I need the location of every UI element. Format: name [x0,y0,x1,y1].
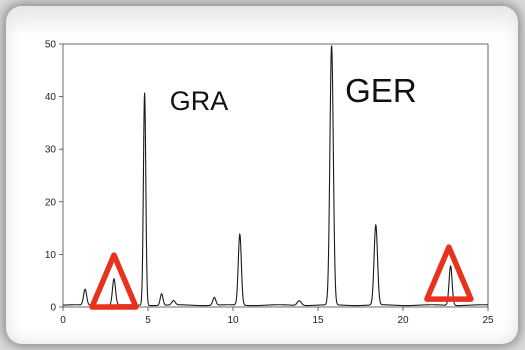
plot-area-border [62,43,489,308]
y-tick-label: 0 [50,303,56,314]
y-tick-label: 20 [45,197,57,208]
peak-label-ger: GER [345,72,417,109]
red-triangle-marker [89,252,139,310]
peak-labels: GRA GER [170,72,417,116]
x-tick-label: 5 [145,315,151,326]
x-tick-label: 0 [60,315,66,326]
y-tick-label: 10 [45,250,57,261]
chromatogram-trace [62,45,489,307]
y-tick-label: 30 [45,145,57,156]
y-tick-label: 50 [45,40,57,51]
axes [59,43,489,311]
peak-label-gra: GRA [170,86,229,116]
red-triangle-marker [424,244,474,302]
chart-frame: 0 5 10 15 20 25 0 10 20 30 40 50 GRA GER [6,6,518,344]
x-tick-label: 25 [482,315,494,326]
x-tick-label: 10 [227,315,239,326]
x-tick-label: 15 [312,315,324,326]
triangle-markers [89,244,474,310]
x-tick-label: 20 [397,315,409,326]
chromatogram-chart: 0 5 10 15 20 25 0 10 20 30 40 50 GRA GER [45,40,494,327]
tick-labels: 0 5 10 15 20 25 0 10 20 30 40 50 [45,40,494,327]
y-tick-label: 40 [45,92,57,103]
